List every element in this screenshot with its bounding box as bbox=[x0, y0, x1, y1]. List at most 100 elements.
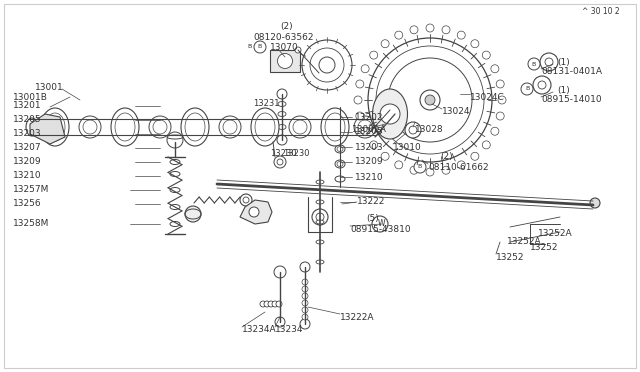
Text: 13203: 13203 bbox=[355, 142, 383, 151]
Circle shape bbox=[300, 262, 310, 272]
Ellipse shape bbox=[45, 113, 65, 141]
Text: 13205: 13205 bbox=[355, 128, 383, 137]
Circle shape bbox=[361, 127, 369, 135]
Text: 13222A: 13222A bbox=[340, 312, 374, 321]
Ellipse shape bbox=[321, 108, 349, 146]
Circle shape bbox=[471, 152, 479, 160]
Circle shape bbox=[354, 96, 362, 104]
Text: 13230: 13230 bbox=[270, 150, 296, 158]
Circle shape bbox=[545, 58, 553, 66]
Text: 13001A: 13001A bbox=[352, 125, 387, 134]
Ellipse shape bbox=[167, 135, 183, 139]
Text: 13209: 13209 bbox=[355, 157, 383, 167]
Circle shape bbox=[483, 141, 490, 149]
Circle shape bbox=[491, 127, 499, 135]
Polygon shape bbox=[30, 114, 65, 144]
Text: 08915-43810: 08915-43810 bbox=[350, 224, 411, 234]
Circle shape bbox=[483, 51, 490, 59]
Circle shape bbox=[272, 301, 278, 307]
Circle shape bbox=[457, 161, 465, 169]
Ellipse shape bbox=[181, 108, 209, 146]
Text: 13001B: 13001B bbox=[13, 93, 48, 102]
Text: 13252: 13252 bbox=[530, 243, 559, 251]
Circle shape bbox=[496, 112, 504, 120]
Circle shape bbox=[381, 40, 389, 48]
Circle shape bbox=[491, 65, 499, 73]
Circle shape bbox=[426, 24, 434, 32]
Ellipse shape bbox=[278, 54, 292, 68]
Text: 13252A: 13252A bbox=[507, 237, 541, 247]
Circle shape bbox=[302, 293, 308, 299]
Circle shape bbox=[260, 301, 266, 307]
Circle shape bbox=[388, 58, 472, 142]
Circle shape bbox=[276, 301, 282, 307]
Ellipse shape bbox=[79, 116, 101, 138]
Circle shape bbox=[395, 161, 403, 169]
Text: 13207: 13207 bbox=[13, 144, 42, 153]
Circle shape bbox=[496, 80, 504, 88]
Ellipse shape bbox=[243, 197, 249, 203]
Circle shape bbox=[442, 26, 450, 34]
Circle shape bbox=[410, 166, 418, 174]
Circle shape bbox=[302, 279, 308, 285]
Text: (2): (2) bbox=[280, 22, 292, 31]
Circle shape bbox=[319, 57, 335, 73]
Circle shape bbox=[277, 89, 287, 99]
Circle shape bbox=[361, 65, 369, 73]
Circle shape bbox=[409, 126, 417, 134]
Circle shape bbox=[372, 216, 388, 232]
Ellipse shape bbox=[335, 129, 345, 139]
Circle shape bbox=[302, 40, 352, 90]
Circle shape bbox=[302, 286, 308, 292]
Circle shape bbox=[426, 168, 434, 176]
Circle shape bbox=[521, 83, 533, 95]
Circle shape bbox=[167, 132, 183, 148]
Text: B: B bbox=[532, 61, 536, 67]
Text: 13252A: 13252A bbox=[538, 230, 573, 238]
Circle shape bbox=[370, 51, 378, 59]
Circle shape bbox=[457, 31, 465, 39]
Ellipse shape bbox=[153, 120, 167, 134]
Ellipse shape bbox=[293, 120, 307, 134]
Text: 13210: 13210 bbox=[13, 171, 42, 180]
Circle shape bbox=[381, 152, 389, 160]
Polygon shape bbox=[240, 200, 272, 224]
Ellipse shape bbox=[83, 120, 97, 134]
Text: B: B bbox=[248, 45, 252, 49]
Text: 13205: 13205 bbox=[13, 115, 42, 125]
Circle shape bbox=[540, 53, 558, 71]
Ellipse shape bbox=[185, 113, 205, 141]
Circle shape bbox=[356, 112, 364, 120]
Circle shape bbox=[405, 122, 421, 138]
Circle shape bbox=[316, 213, 324, 221]
Circle shape bbox=[302, 300, 308, 306]
Ellipse shape bbox=[358, 120, 372, 134]
Text: 13231: 13231 bbox=[253, 99, 280, 109]
Text: 13209: 13209 bbox=[13, 157, 42, 167]
Text: B: B bbox=[525, 87, 529, 92]
Text: 13203: 13203 bbox=[13, 129, 42, 138]
Ellipse shape bbox=[251, 108, 279, 146]
Ellipse shape bbox=[337, 131, 342, 137]
Circle shape bbox=[410, 26, 418, 34]
Circle shape bbox=[356, 80, 364, 88]
Ellipse shape bbox=[278, 125, 286, 129]
Text: 13258M: 13258M bbox=[13, 219, 49, 228]
Text: (1): (1) bbox=[557, 58, 570, 67]
Text: 13024C: 13024C bbox=[470, 93, 505, 102]
Circle shape bbox=[471, 40, 479, 48]
Circle shape bbox=[368, 38, 492, 162]
Circle shape bbox=[310, 48, 344, 82]
Text: 13256: 13256 bbox=[13, 199, 42, 208]
Ellipse shape bbox=[41, 108, 69, 146]
Circle shape bbox=[254, 41, 266, 53]
Text: 13001: 13001 bbox=[35, 83, 64, 92]
Circle shape bbox=[528, 58, 540, 70]
Ellipse shape bbox=[289, 116, 311, 138]
Circle shape bbox=[275, 317, 285, 327]
Text: (5): (5) bbox=[366, 215, 379, 224]
Circle shape bbox=[312, 209, 328, 225]
Circle shape bbox=[420, 90, 440, 110]
Circle shape bbox=[302, 314, 308, 320]
Ellipse shape bbox=[335, 145, 345, 153]
